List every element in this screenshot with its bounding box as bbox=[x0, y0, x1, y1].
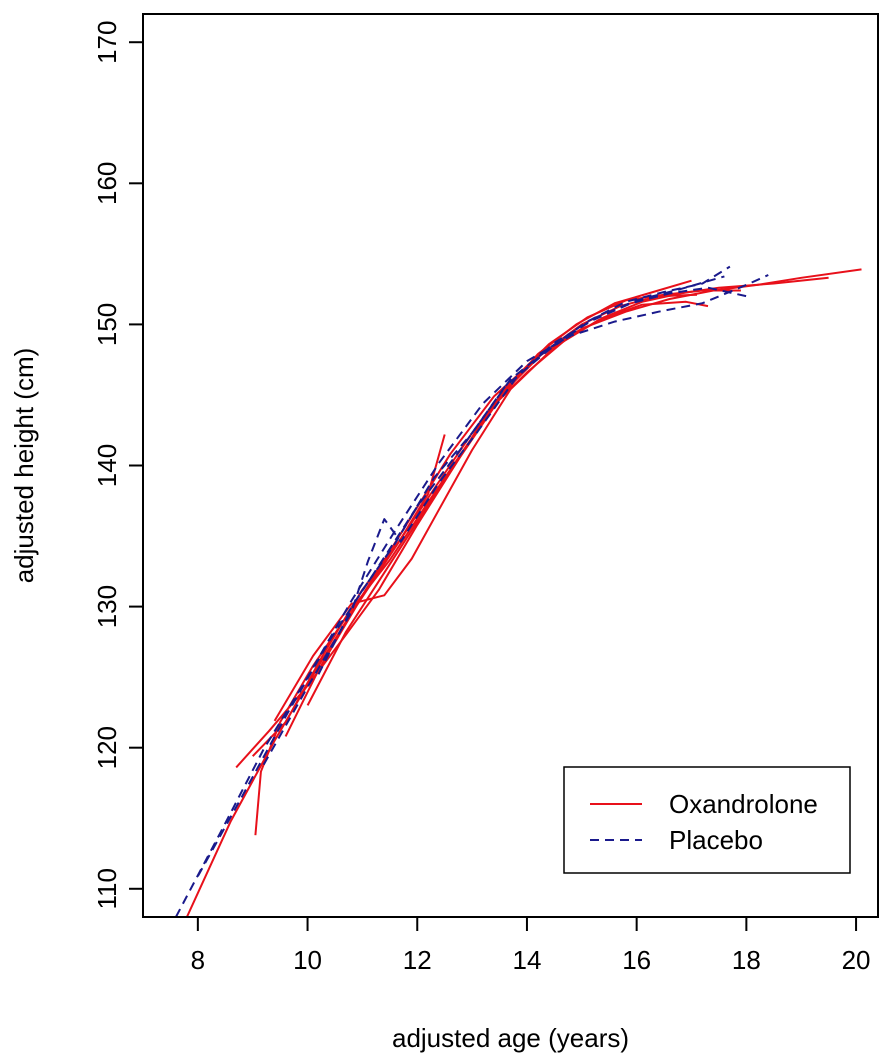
x-tick-label: 16 bbox=[622, 945, 651, 975]
x-tick-label: 14 bbox=[512, 945, 541, 975]
series-line-oxandrolone-2 bbox=[254, 293, 698, 836]
x-axis-label: adjusted age (years) bbox=[392, 1023, 629, 1053]
x-tick-label: 10 bbox=[293, 945, 322, 975]
series-line-oxandrolone-4 bbox=[273, 300, 709, 722]
series-line-placebo-8 bbox=[197, 275, 725, 877]
series-line-placebo-10 bbox=[317, 265, 731, 675]
series-layer bbox=[175, 265, 862, 917]
y-axis-label: adjusted height (cm) bbox=[9, 348, 39, 584]
legend-label-oxandrolone: Oxandrolone bbox=[669, 789, 818, 819]
x-axis: 8 10 12 14 16 18 20 bbox=[191, 916, 871, 975]
x-tick-label: 18 bbox=[732, 945, 761, 975]
series-line-oxandrolone-6 bbox=[306, 279, 692, 706]
y-tick-label: 160 bbox=[92, 162, 122, 205]
series-line-placebo-7 bbox=[175, 274, 769, 917]
y-tick-label: 110 bbox=[92, 868, 122, 909]
y-tick-label: 170 bbox=[92, 21, 122, 64]
series-line-placebo-9 bbox=[262, 286, 747, 766]
y-tick-label: 150 bbox=[92, 303, 122, 346]
x-tick-label: 12 bbox=[403, 945, 432, 975]
legend-label-placebo: Placebo bbox=[669, 825, 763, 855]
y-tick-label: 130 bbox=[92, 585, 122, 628]
series-line-oxandrolone-1 bbox=[235, 276, 829, 769]
x-tick-label: 8 bbox=[191, 945, 205, 975]
series-line-oxandrolone-5 bbox=[284, 289, 741, 737]
y-axis: 110 120 130 140 150 160 170 bbox=[92, 21, 144, 910]
legend: Oxandrolone Placebo bbox=[563, 766, 851, 874]
legend-box bbox=[563, 766, 851, 874]
y-tick-label: 120 bbox=[92, 726, 122, 769]
x-tick-label: 20 bbox=[842, 945, 871, 975]
y-tick-label: 140 bbox=[92, 444, 122, 487]
